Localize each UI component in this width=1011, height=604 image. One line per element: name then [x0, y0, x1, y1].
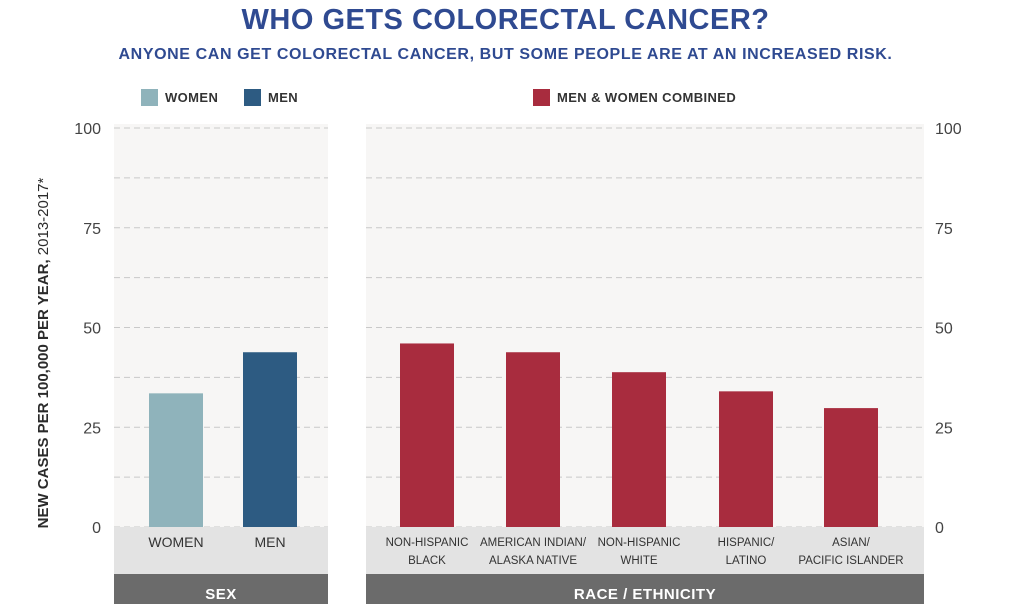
bar-category-label: AMERICAN INDIAN/	[480, 537, 587, 549]
bar-category-label: LATINO	[726, 555, 767, 567]
legend-men: MEN	[244, 88, 298, 106]
y-tick-label-left: 25	[83, 420, 101, 437]
y-tick-label-right: 0	[935, 520, 944, 537]
bar	[824, 408, 878, 527]
bar-category-label: WHITE	[620, 555, 657, 567]
legend-combined-label: MEN & WOMEN COMBINED	[557, 89, 737, 105]
bar	[149, 393, 203, 527]
legend-women: WOMEN	[141, 88, 218, 106]
bar-category-label: BLACK	[408, 555, 446, 567]
bar-category-label: PACIFIC ISLANDER	[798, 555, 903, 567]
bar	[243, 352, 297, 527]
category-band	[366, 527, 924, 574]
legend-combined: MEN & WOMEN COMBINED	[533, 88, 736, 106]
y-tick-label-right: 25	[935, 420, 953, 437]
y-axis-label-bold: NEW CASES PER 100,000 PER YEAR,	[35, 259, 52, 528]
bar-category-label: ALASKA NATIVE	[489, 555, 577, 567]
y-tick-label-left: 75	[83, 221, 101, 238]
group-label: SEX	[205, 586, 237, 603]
legend-men-swatch	[244, 88, 261, 106]
bar-category-label: WOMEN	[148, 534, 203, 550]
bar	[400, 343, 454, 527]
bar-category-label: MEN	[254, 534, 285, 550]
page-title: WHO GETS COLORECTAL CANCER?	[241, 4, 770, 36]
y-tick-label-left: 50	[83, 321, 101, 338]
y-axis-label-years: 2013-2017*	[35, 177, 52, 259]
page-subtitle: ANYONE CAN GET COLORECTAL CANCER, BUT SO…	[118, 46, 893, 63]
y-tick-label-right: 100	[935, 121, 962, 138]
group-band	[366, 574, 924, 604]
y-tick-label-left: 0	[92, 520, 101, 537]
group-band	[114, 574, 328, 604]
bar-category-label: HISPANIC/	[718, 537, 775, 549]
bar-category-label: NON-HISPANIC	[386, 537, 469, 549]
bar	[506, 352, 560, 527]
y-tick-label-right: 75	[935, 221, 953, 238]
group-label: RACE / ETHNICITY	[574, 586, 716, 603]
legend-women-label: WOMEN	[165, 89, 219, 105]
bar	[719, 391, 773, 527]
y-tick-label-right: 50	[935, 321, 953, 338]
y-tick-label-left: 100	[74, 121, 101, 138]
bar-category-label: NON-HISPANIC	[598, 537, 681, 549]
legend-women-swatch	[141, 88, 158, 106]
legend-men-label: MEN	[268, 89, 299, 105]
bar	[612, 372, 666, 527]
bar-category-label: ASIAN/	[832, 537, 871, 549]
legend-combined-swatch	[533, 88, 550, 106]
y-axis-label: NEW CASES PER 100,000 PER YEAR, 2013-201…	[35, 177, 52, 528]
category-band	[114, 527, 328, 574]
